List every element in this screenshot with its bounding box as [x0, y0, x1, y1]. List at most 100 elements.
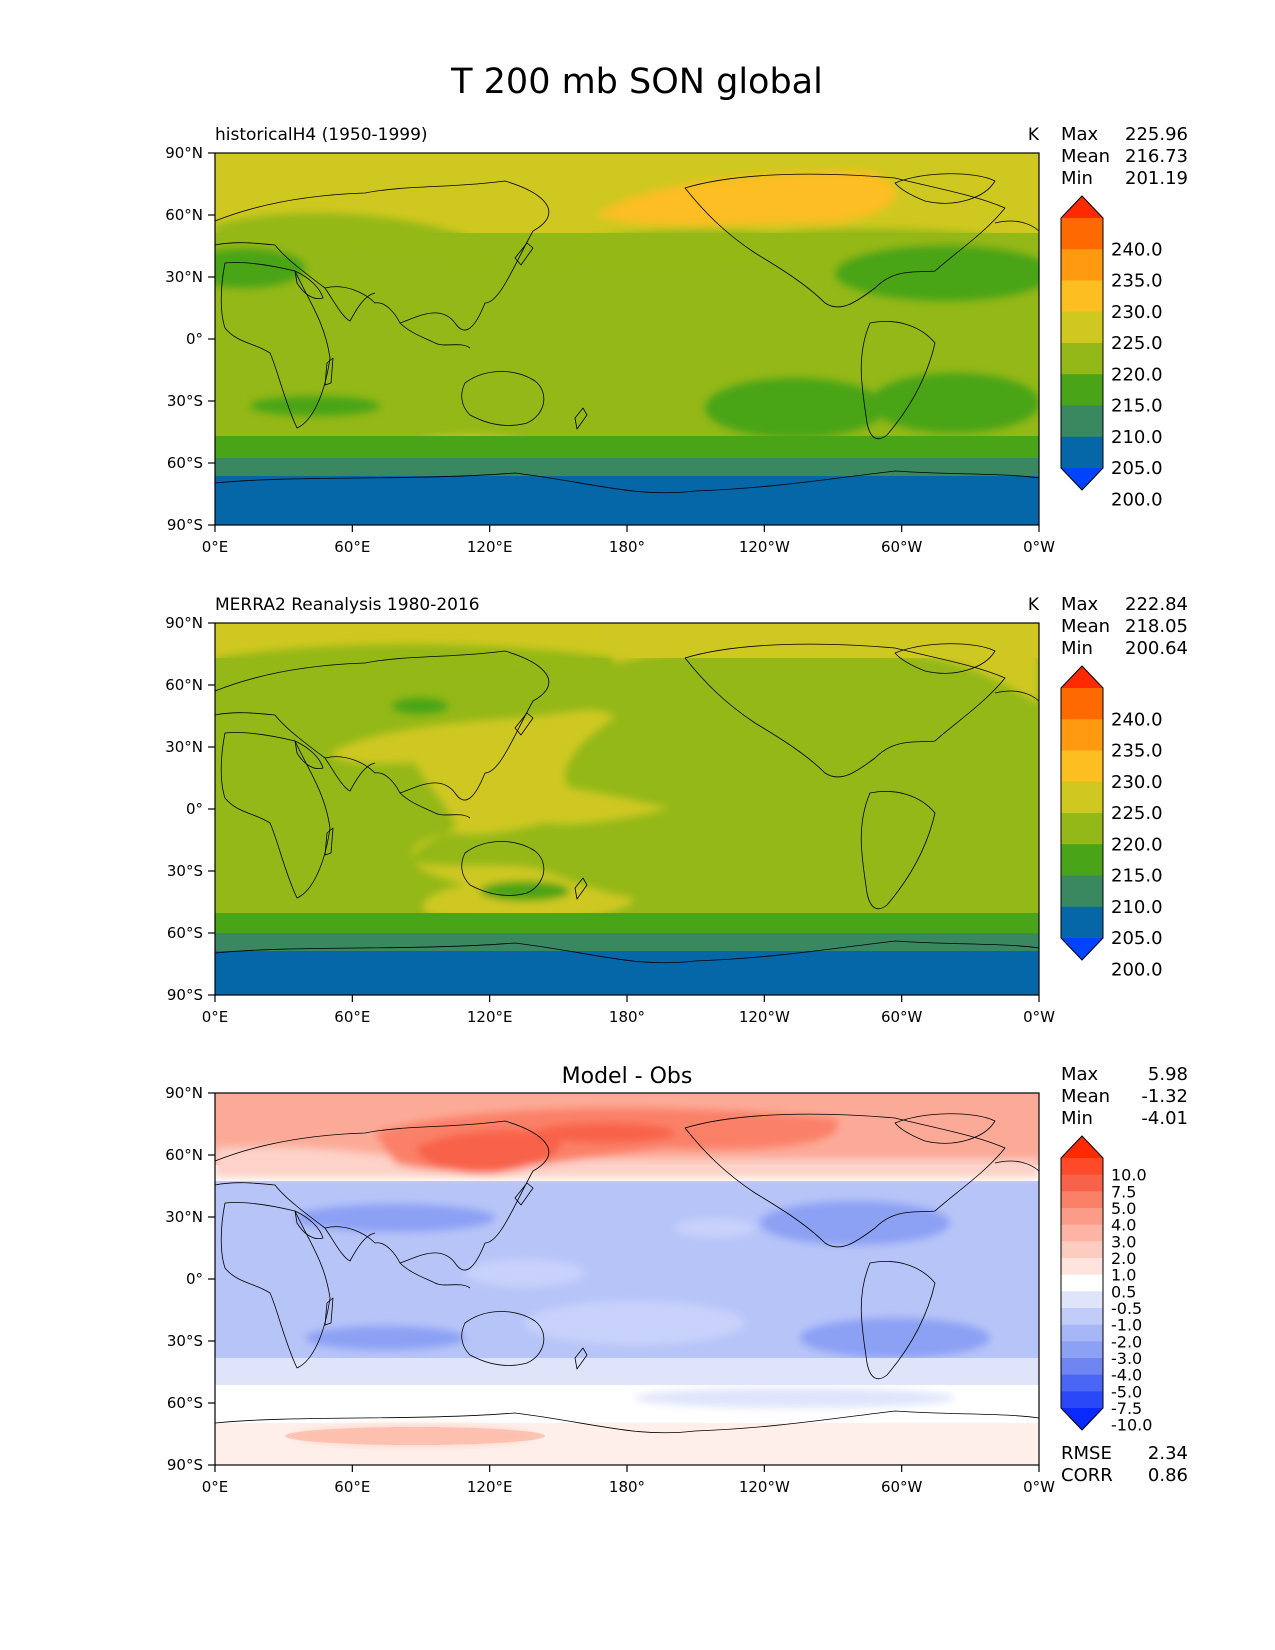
stat-min-label: Min: [1061, 638, 1093, 659]
x-axis: 0°E 60°E 120°E 180° 120°W 60°W 0°W: [202, 1465, 1055, 1496]
stats-block: Max 5.98 Mean -1.32 Min -4.01: [1061, 1064, 1188, 1129]
coast-greenland: [894, 643, 996, 674]
field-band-s-lightblue: [215, 1358, 1039, 1390]
colorbar-bin: [1061, 1341, 1103, 1359]
stat-max-label: Max: [1061, 124, 1099, 145]
colorbar-bin: [1061, 906, 1103, 939]
metrics-block: RMSE 2.34 CORR 0.86: [1061, 1443, 1188, 1486]
y-tick-label: 30°N: [165, 738, 203, 756]
panel-units: K: [1028, 595, 1040, 615]
field-patch-so-light: [635, 1388, 955, 1408]
stat-mean-value: -1.32: [1141, 1086, 1188, 1107]
field-patch-mideast: [215, 248, 305, 288]
stat-min-value: -4.01: [1141, 1108, 1188, 1129]
field-patch-north-green: [215, 644, 635, 678]
y-tick-label: 60°S: [167, 1394, 203, 1412]
colorbar-label: 230.0: [1111, 302, 1163, 323]
colorbar-label: 225.0: [1111, 333, 1163, 354]
x-tick-label: 120°W: [739, 1478, 790, 1496]
colorbar-bin: [1061, 374, 1103, 406]
field-band-antarctic: [215, 476, 1039, 525]
field-patch-north-green: [215, 213, 515, 263]
x-tick-label: 180°: [609, 538, 645, 556]
colorbar-label: 1.0: [1111, 1266, 1136, 1285]
colorbar-bin: [1061, 1291, 1103, 1309]
coastline-layer: [214, 643, 1040, 964]
y-tick-label: 60°S: [167, 454, 203, 472]
coast-north-america: [684, 643, 1006, 778]
colorbar-bin: [1061, 1391, 1103, 1409]
panel-title: MERRA2 Reanalysis 1980-2016: [215, 595, 480, 615]
stat-mean-value: 218.05: [1125, 616, 1188, 637]
coast-australia: [461, 1311, 545, 1366]
coast-europe-asia: [214, 180, 550, 331]
colorbar-bin: [1061, 1241, 1103, 1259]
stat-mean-label: Mean: [1061, 616, 1110, 637]
colorbar-label: 200.0: [1111, 959, 1163, 980]
field-patch-pacific-warm: [330, 710, 670, 922]
coast-south-america: [860, 791, 936, 910]
colorbar-label: 220.0: [1111, 834, 1163, 855]
y-tick-label: 30°S: [167, 392, 203, 410]
field-band-antarctic: [215, 951, 1039, 995]
field-patch-s-pacific: [705, 378, 885, 438]
colorbar-label: 205.0: [1111, 928, 1163, 949]
stat-max-value: 5.98: [1148, 1064, 1188, 1085]
x-tick-label: 0°W: [1023, 1008, 1055, 1026]
colorbar-bin: [1061, 1224, 1103, 1242]
y-tick-label: 90°N: [165, 144, 203, 162]
colorbar-label: 235.0: [1111, 741, 1163, 762]
field-band-mid: [215, 658, 1039, 913]
colorbar-label: -7.5: [1111, 1399, 1142, 1418]
y-tick-label: 90°S: [167, 516, 203, 534]
field-patch-pac-light2: [675, 1218, 755, 1238]
coast-se-asia: [399, 1262, 471, 1289]
field-patch-n-atlantic: [835, 245, 1039, 301]
colorbar-bin: [1061, 311, 1103, 344]
metric-rmse-value: 2.34: [1148, 1443, 1188, 1464]
colorbar-bin: [1061, 218, 1103, 250]
colorbar-bin: [1061, 436, 1103, 469]
y-tick-label: 0°: [186, 330, 203, 348]
coast-australia: [461, 841, 545, 896]
y-axis: 90°N 60°N 30°N 0° 30°S 60°S 90°S: [165, 614, 215, 1004]
coastline-layer: [214, 1113, 1040, 1434]
coast-antarctica: [214, 470, 1040, 494]
y-tick-label: 0°: [186, 1270, 203, 1288]
stats-block: Max 225.96 Mean 216.73 Min 201.19: [1061, 124, 1188, 189]
field-patch-s-light: [525, 1301, 745, 1345]
y-tick-label: 30°S: [167, 1332, 203, 1350]
field-patch-arctic-warm: [535, 1123, 675, 1143]
colorbar-label: 200.0: [1111, 489, 1163, 510]
y-tick-label: 60°S: [167, 924, 203, 942]
stat-min-value: 201.19: [1125, 168, 1188, 189]
colorbar-label: 225.0: [1111, 803, 1163, 824]
coast-europe-west: [994, 1160, 1040, 1172]
colorbar: 240.0 235.0 230.0 225.0 220.0 215.0 210.0 205.0…: [1060, 195, 1163, 510]
stat-max-value: 222.84: [1125, 594, 1188, 615]
x-axis: 0°E 60°E 120°E 180° 120°W 60°W 0°W: [202, 995, 1055, 1026]
coast-north-america: [684, 173, 1006, 308]
colorbar-label: 215.0: [1111, 866, 1163, 887]
colorbar-extend-max: [1061, 1136, 1103, 1158]
field-patch-antarctic-pink2: [285, 1427, 545, 1445]
field-patch-sa-blue: [800, 1318, 990, 1358]
y-axis: 90°N 60°N 30°N 0° 30°S 60°S 90°S: [165, 144, 215, 534]
x-tick-label: 120°W: [739, 1008, 790, 1026]
colorbar-label: 205.0: [1111, 458, 1163, 479]
x-tick-label: 60°W: [881, 1008, 923, 1026]
x-tick-label: 120°E: [467, 1478, 513, 1496]
coast-nz: [574, 1347, 588, 1370]
coast-india: [324, 1227, 376, 1262]
colorbar-bin: [1061, 1358, 1103, 1376]
colorbar-extend-min: [1061, 1408, 1103, 1430]
x-tick-label: 120°E: [467, 538, 513, 556]
stat-mean-value: 216.73: [1125, 146, 1188, 167]
colorbar-label: -10.0: [1111, 1416, 1152, 1435]
coast-greenland: [894, 1113, 996, 1144]
x-tick-label: 60°E: [334, 538, 370, 556]
colorbar-bin: [1061, 875, 1103, 908]
x-tick-label: 0°E: [202, 1008, 229, 1026]
colorbar-bin: [1061, 343, 1103, 375]
